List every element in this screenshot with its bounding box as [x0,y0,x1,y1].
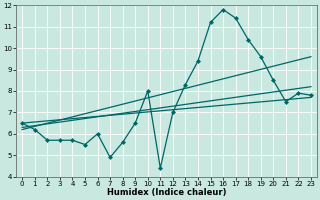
X-axis label: Humidex (Indice chaleur): Humidex (Indice chaleur) [107,188,226,197]
